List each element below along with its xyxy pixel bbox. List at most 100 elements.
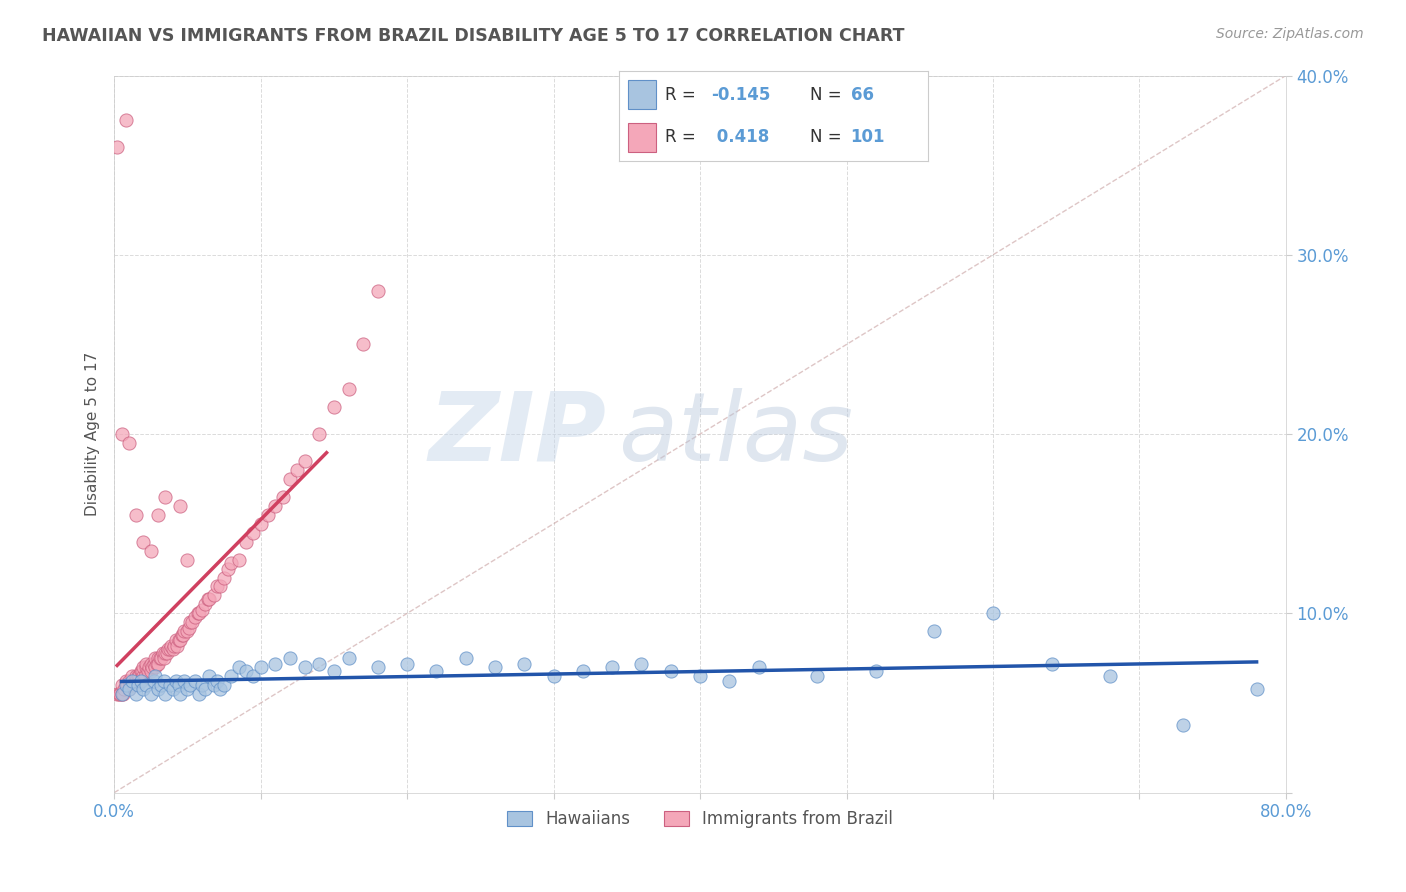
Point — [105, 140, 128, 154]
Point — [122, 678, 145, 692]
Point — [748, 660, 770, 674]
Point — [242, 669, 264, 683]
Point — [132, 669, 155, 683]
Point — [188, 607, 211, 621]
Point — [128, 669, 150, 683]
Text: N =: N = — [810, 128, 842, 146]
Point — [217, 561, 239, 575]
Point — [115, 113, 138, 128]
Point — [163, 639, 186, 653]
Point — [172, 628, 194, 642]
Point — [271, 490, 294, 504]
Point — [689, 669, 711, 683]
Point — [278, 472, 301, 486]
Point — [197, 592, 219, 607]
Point — [264, 657, 287, 671]
Text: 0.418: 0.418 — [711, 128, 769, 146]
Point — [285, 463, 308, 477]
Point — [120, 678, 142, 692]
Point — [135, 678, 157, 692]
Point — [1099, 669, 1122, 683]
Point — [157, 642, 180, 657]
Point — [117, 678, 139, 692]
Point — [176, 552, 198, 566]
Point — [153, 674, 176, 689]
Point — [155, 646, 177, 660]
Point — [924, 624, 946, 639]
Point — [543, 669, 565, 683]
Point — [194, 681, 217, 696]
Point — [115, 678, 138, 692]
Point — [718, 674, 741, 689]
Point — [142, 657, 165, 671]
Point — [145, 657, 167, 671]
Point — [367, 660, 389, 674]
Point — [114, 681, 136, 696]
Point — [134, 669, 156, 683]
Point — [141, 660, 163, 674]
Point — [191, 603, 214, 617]
Point — [242, 525, 264, 540]
Point — [165, 633, 187, 648]
Point — [167, 633, 190, 648]
Point — [228, 552, 250, 566]
Point — [129, 674, 152, 689]
Point — [184, 674, 207, 689]
Point — [221, 556, 243, 570]
Point — [111, 687, 134, 701]
Point — [139, 664, 162, 678]
Point — [176, 681, 198, 696]
Point — [146, 508, 169, 522]
Text: R =: R = — [665, 86, 696, 103]
Point — [184, 610, 207, 624]
Point — [160, 639, 183, 653]
Point — [150, 651, 173, 665]
Point — [159, 678, 181, 692]
Point — [194, 598, 217, 612]
Point — [143, 660, 166, 674]
FancyBboxPatch shape — [628, 123, 655, 152]
Point — [630, 657, 652, 671]
Point — [454, 651, 477, 665]
Point — [127, 678, 149, 692]
Point — [131, 664, 153, 678]
Text: 66: 66 — [851, 86, 873, 103]
Text: 101: 101 — [851, 128, 886, 146]
Text: ZIP: ZIP — [429, 388, 606, 481]
Point — [257, 508, 280, 522]
Point — [337, 651, 360, 665]
Point — [169, 633, 191, 648]
Point — [981, 607, 1004, 621]
Point — [135, 660, 157, 674]
Point — [198, 669, 221, 683]
Point — [205, 674, 228, 689]
Point — [118, 681, 141, 696]
Point — [179, 678, 201, 692]
Point — [352, 337, 374, 351]
Point — [572, 664, 595, 678]
Point — [1040, 657, 1063, 671]
Point — [110, 687, 132, 701]
Point — [156, 646, 179, 660]
Point — [202, 589, 225, 603]
Text: HAWAIIAN VS IMMIGRANTS FROM BRAZIL DISABILITY AGE 5 TO 17 CORRELATION CHART: HAWAIIAN VS IMMIGRANTS FROM BRAZIL DISAB… — [42, 27, 904, 45]
Point — [235, 534, 257, 549]
Text: R =: R = — [665, 128, 696, 146]
Point — [187, 607, 209, 621]
Point — [152, 646, 174, 660]
Point — [162, 642, 184, 657]
Point — [198, 592, 221, 607]
Point — [159, 642, 181, 657]
Point — [146, 681, 169, 696]
Point — [221, 669, 243, 683]
Point — [176, 624, 198, 639]
Point — [110, 427, 132, 442]
Point — [865, 664, 887, 678]
Point — [484, 660, 506, 674]
Point — [136, 664, 159, 678]
Point — [108, 687, 131, 701]
Point — [132, 681, 155, 696]
Point — [308, 657, 330, 671]
Point — [139, 543, 162, 558]
Point — [146, 651, 169, 665]
